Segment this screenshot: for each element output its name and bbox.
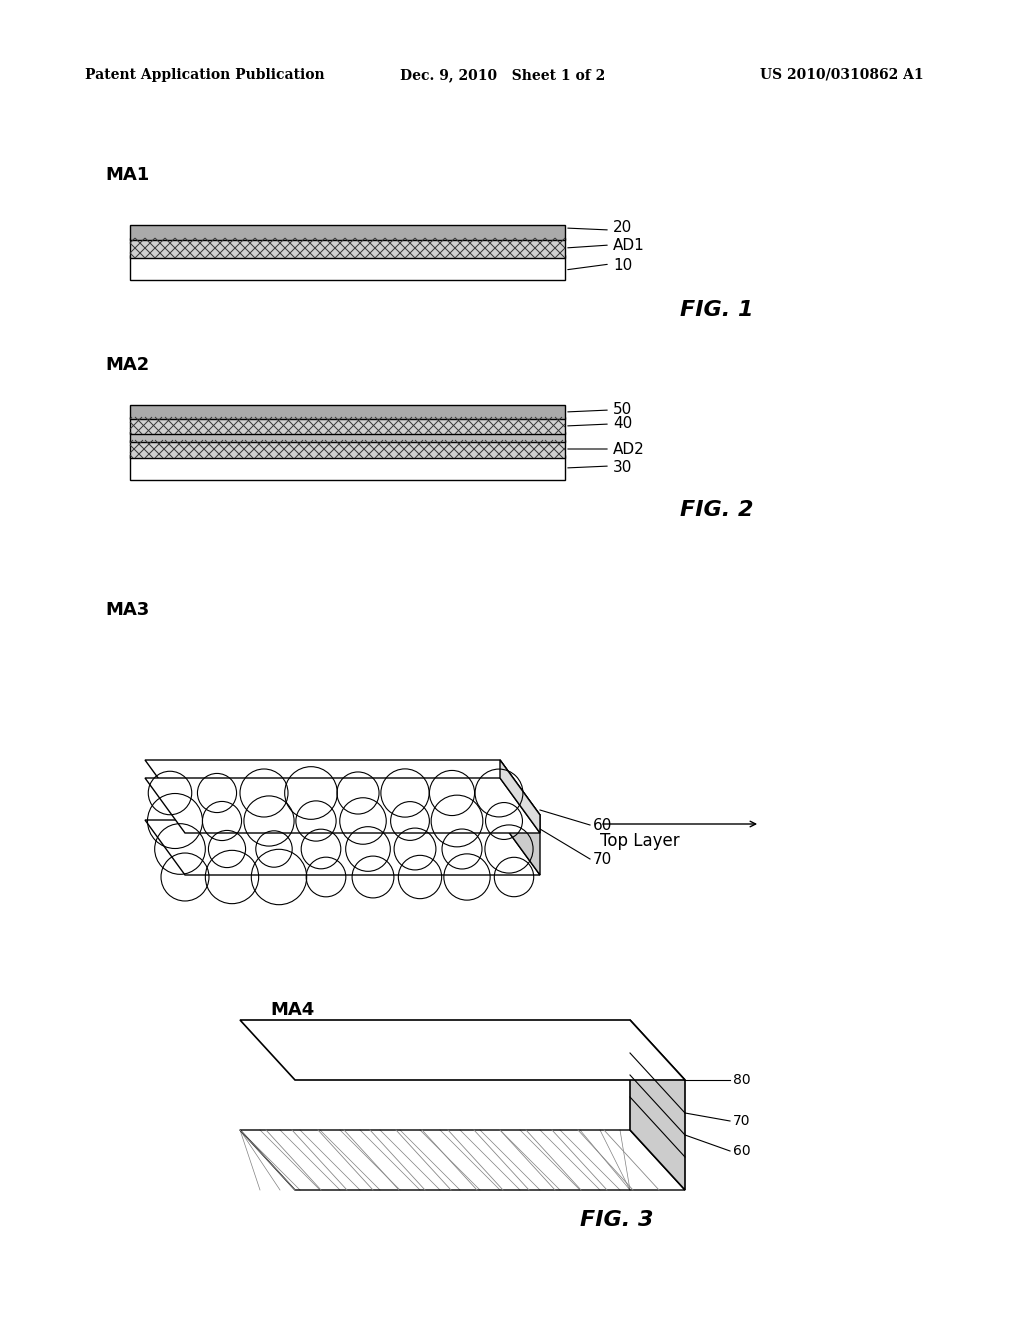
Text: MA4: MA4 — [270, 1001, 314, 1019]
Bar — [130, 405, 565, 418]
Text: 80: 80 — [733, 1073, 751, 1086]
Text: MA3: MA3 — [105, 601, 150, 619]
Text: US 2010/0310862 A1: US 2010/0310862 A1 — [760, 69, 924, 82]
Text: 20: 20 — [613, 220, 632, 235]
Text: 60: 60 — [593, 817, 612, 833]
Text: AD2: AD2 — [613, 441, 645, 457]
Bar — [130, 224, 565, 240]
Text: MA2: MA2 — [105, 356, 150, 374]
Polygon shape — [240, 1020, 685, 1080]
Text: MA1: MA1 — [105, 166, 150, 183]
Text: 10: 10 — [613, 257, 632, 272]
Text: FIG. 1: FIG. 1 — [680, 300, 754, 319]
Bar — [130, 440, 565, 458]
Polygon shape — [630, 1020, 685, 1191]
Text: 70: 70 — [733, 1114, 751, 1129]
Text: Patent Application Publication: Patent Application Publication — [85, 69, 325, 82]
Text: Dec. 9, 2010   Sheet 1 of 2: Dec. 9, 2010 Sheet 1 of 2 — [400, 69, 605, 82]
Bar — [130, 417, 565, 434]
Polygon shape — [500, 760, 540, 875]
Text: FIG. 2: FIG. 2 — [680, 500, 754, 520]
Bar — [130, 238, 565, 257]
Polygon shape — [145, 777, 540, 833]
Text: 40: 40 — [613, 417, 632, 432]
Text: Top Layer: Top Layer — [600, 832, 680, 850]
Bar — [130, 432, 565, 442]
Text: 60: 60 — [733, 1144, 751, 1158]
Text: AD1: AD1 — [613, 238, 645, 252]
Bar — [130, 455, 565, 480]
Text: 70: 70 — [593, 851, 612, 866]
Text: 50: 50 — [613, 403, 632, 417]
Bar — [130, 255, 565, 280]
Polygon shape — [145, 820, 540, 875]
Text: 30: 30 — [613, 459, 633, 474]
Polygon shape — [145, 760, 540, 814]
Text: FIG. 3: FIG. 3 — [580, 1210, 653, 1230]
Polygon shape — [240, 1130, 685, 1191]
Polygon shape — [500, 760, 540, 833]
